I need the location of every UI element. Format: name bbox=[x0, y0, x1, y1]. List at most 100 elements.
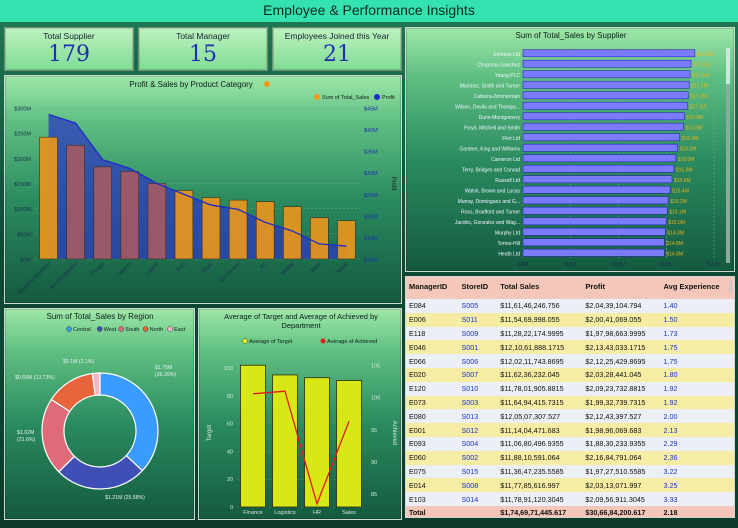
data-label: $14.9M bbox=[667, 230, 684, 236]
y-tick-label: Wilson, Davila and Thomps... bbox=[455, 104, 520, 110]
y-tick-label: Walsh, Brown and Lucas bbox=[465, 188, 521, 194]
sales-by-supplier-panel[interactable]: Sum of Total_Sales by Supplier $18.0M $17… bbox=[405, 27, 735, 272]
table-cell: $12,02,11,743.8695 bbox=[497, 354, 583, 368]
supplier-bar[interactable] bbox=[522, 154, 677, 163]
table-row[interactable]: E014 S008 $11,77,85,616.997 $2,03,13,071.99… bbox=[406, 478, 734, 493]
column-header[interactable]: Profit bbox=[582, 277, 661, 299]
sales-bar[interactable] bbox=[174, 190, 194, 260]
target-bar[interactable] bbox=[240, 364, 266, 508]
table-row[interactable]: E093 S004 $11,06,80,496.9355 $1,88,30,233.9… bbox=[406, 436, 734, 451]
y-right-tick-label: $20M bbox=[364, 214, 378, 220]
target-bar[interactable] bbox=[272, 374, 298, 508]
supplier-bar[interactable] bbox=[522, 164, 675, 173]
legend-swatch bbox=[118, 326, 124, 332]
supplier-bar[interactable] bbox=[522, 175, 673, 184]
slice-label: $1.21M (25.58%) bbox=[105, 495, 145, 501]
legend-swatch-sales bbox=[314, 94, 320, 100]
sales-bar[interactable] bbox=[120, 171, 140, 260]
column-header[interactable]: Avg Experience bbox=[660, 277, 734, 299]
table-cell: S007 bbox=[458, 367, 498, 382]
supplier-bar[interactable] bbox=[522, 80, 690, 89]
column-header[interactable]: Total Sales bbox=[497, 277, 583, 299]
total-cell: Total bbox=[406, 505, 459, 517]
y-right-axis-label: Achieved bbox=[391, 421, 397, 446]
supplier-bar[interactable] bbox=[522, 112, 685, 121]
region-slice[interactable] bbox=[99, 372, 159, 472]
kpi-total-manager: Total Manager 15 bbox=[138, 27, 268, 71]
data-label: $16.4M bbox=[682, 136, 699, 142]
legend-label: East bbox=[174, 327, 185, 333]
supplier-bar[interactable] bbox=[522, 217, 667, 226]
sales-bar[interactable] bbox=[255, 201, 275, 260]
supplier-bar[interactable] bbox=[522, 70, 691, 79]
supplier-bar[interactable] bbox=[522, 143, 679, 152]
data-label: $17.2M bbox=[689, 104, 706, 110]
sales-bar[interactable] bbox=[228, 199, 248, 260]
supplier-bar[interactable] bbox=[522, 101, 688, 110]
sales-bar[interactable] bbox=[201, 197, 221, 260]
supplier-bar[interactable] bbox=[522, 133, 680, 142]
table-row[interactable]: E046 S001 $12,10,61,888.1715 $2,13,43,033.1… bbox=[406, 340, 734, 355]
y-left-tick-label: 40 bbox=[227, 449, 233, 455]
scrollbar-thumb[interactable] bbox=[726, 48, 730, 84]
slice-label: $1.02M (21.6%) bbox=[17, 430, 35, 443]
x-tick-label: $0M bbox=[518, 262, 529, 268]
y-left-tick-label: $150M bbox=[14, 182, 31, 188]
region-slice[interactable] bbox=[91, 372, 101, 396]
sales-bar[interactable] bbox=[283, 206, 302, 260]
sales-bar[interactable] bbox=[66, 144, 85, 260]
table-cell: E080 bbox=[406, 409, 459, 424]
table-row[interactable]: E060 S002 $11,88,10,591.064 $2,16,84,791.06… bbox=[406, 450, 734, 465]
table-row[interactable]: E075 S015 $11,36,47,235.5585 $1,97,27,510.5… bbox=[406, 464, 734, 479]
region-slice[interactable] bbox=[57, 454, 144, 490]
supplier-bar[interactable] bbox=[522, 238, 665, 247]
table-row[interactable]: E080 S013 $12,05,07,307.527 $2,12,43,397.52… bbox=[406, 409, 734, 424]
sales-bar[interactable] bbox=[310, 217, 329, 260]
x-tick-label: Sales bbox=[342, 510, 356, 516]
manager-table-panel[interactable]: ManagerID StoreID Total Sales Profit Avg Exp… bbox=[405, 276, 735, 518]
chart-title: Profit & Sales by Product Category bbox=[129, 80, 253, 89]
profit-sales-category-chart: Profit & Sales by Product Category $0M $5… bbox=[14, 80, 396, 296]
table-row[interactable]: E001 S012 $11,14,04,471.683 $1,98,96,069.68… bbox=[406, 423, 734, 437]
supplier-bar[interactable] bbox=[522, 206, 668, 215]
x-tick-label: Laptop bbox=[144, 261, 160, 277]
supplier-bar[interactable] bbox=[522, 227, 666, 236]
supplier-bar[interactable] bbox=[522, 185, 671, 194]
table-row[interactable]: E120 S010 $11,78,01,905.8815 $2,09,23,732.8… bbox=[406, 381, 734, 396]
table-cell: S003 bbox=[458, 395, 498, 410]
table-cell: E001 bbox=[406, 423, 459, 437]
table-cell: $12,05,07,307.527 bbox=[497, 409, 583, 424]
sales-bar[interactable] bbox=[93, 166, 112, 260]
supplier-bar[interactable] bbox=[522, 248, 665, 257]
sales-bar[interactable] bbox=[337, 220, 356, 260]
sales-bar[interactable] bbox=[147, 183, 167, 260]
y-tick-label: Floyd, Mitchell and Smith bbox=[464, 125, 520, 131]
supplier-bar[interactable] bbox=[522, 91, 689, 100]
supplier-bar[interactable] bbox=[522, 196, 669, 205]
table-row[interactable]: E103 S014 $11,78,91,120.3045 $2,09,56,911.3… bbox=[406, 492, 734, 506]
table-row[interactable]: E066 S006 $12,02,11,743.8695 $2,12,25,429.8… bbox=[406, 354, 734, 368]
supplier-bar[interactable] bbox=[522, 122, 684, 131]
sort-indicator[interactable] bbox=[729, 281, 732, 293]
total-cell: $1,74,69,71,445.617 bbox=[497, 505, 583, 517]
column-header[interactable]: StoreID bbox=[458, 277, 498, 299]
sales-by-region-panel[interactable]: Sum of Total_Sales by Region Central West… bbox=[4, 308, 195, 520]
y-right-tick-label: $10M bbox=[364, 258, 378, 264]
column-header[interactable]: ManagerID bbox=[406, 277, 459, 299]
table-row[interactable]: E118 S009 $11,28,22,174.9995 $1,97,98,663.9… bbox=[406, 326, 734, 341]
supplier-bar[interactable] bbox=[522, 59, 692, 68]
sales-bar[interactable] bbox=[39, 136, 58, 260]
target-achieved-panel[interactable]: Average of Target and Average of Achieve… bbox=[198, 308, 402, 520]
y-tick-label: Russell Ltd bbox=[495, 178, 520, 184]
y-right-tick-label: $35M bbox=[364, 150, 378, 156]
table-row[interactable]: E020 S007 $11,62,36,232.045 $2,03,28,441.04… bbox=[406, 367, 734, 382]
y-left-tick-label: 60 bbox=[227, 422, 233, 428]
profit-sales-category-panel[interactable]: Profit & Sales by Product Category $0M $5… bbox=[4, 75, 402, 304]
supplier-bar[interactable] bbox=[522, 49, 696, 58]
table-row[interactable]: E006 S011 $11,54,69,998.055 $2,00,41,069.05… bbox=[406, 312, 734, 327]
table-row[interactable]: E084 S005 $11,61,46,246.756 $2,04,39,104.79… bbox=[406, 299, 734, 313]
table-row[interactable]: E073 S003 $11,64,94,415.7315 $1,99,32,739.7… bbox=[406, 395, 734, 410]
target-bar[interactable] bbox=[304, 377, 330, 508]
table-cell: S013 bbox=[458, 409, 498, 424]
scrollbar-track[interactable] bbox=[726, 48, 730, 263]
